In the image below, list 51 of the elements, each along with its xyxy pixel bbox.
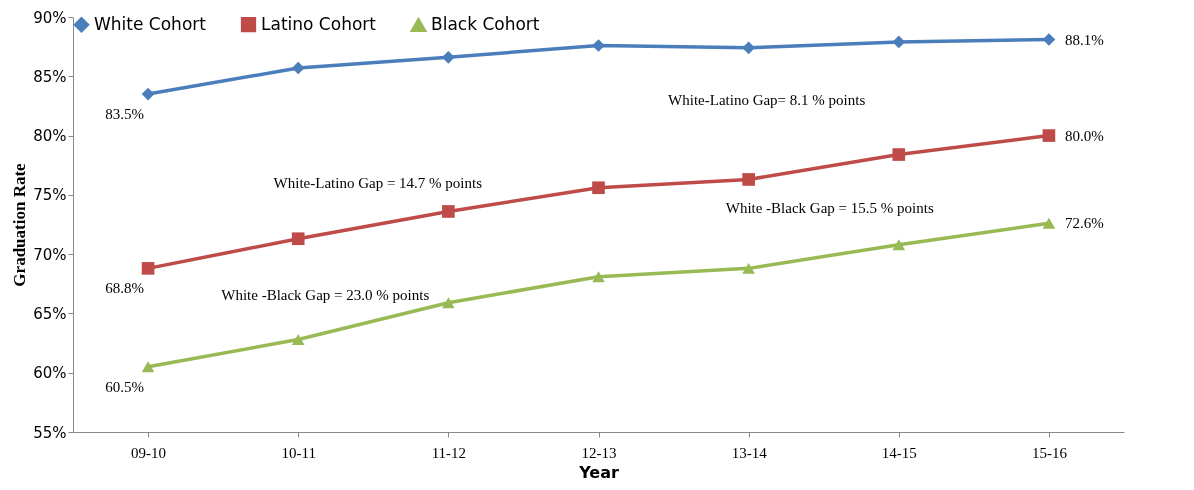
annotation: White-Latino Gap = 14.7 % points <box>273 175 483 191</box>
y-tick-label: 60% <box>33 364 67 383</box>
annotation: White -Black Gap = 23.0 % points <box>221 287 430 304</box>
x-axis-title: Year <box>578 462 619 482</box>
x-tick-label: 13-14 <box>731 444 768 461</box>
point <box>141 87 155 101</box>
y-tick-label: 55% <box>33 423 67 442</box>
data-label: 72.6% <box>1064 215 1104 232</box>
point <box>1042 129 1056 142</box>
x-tick-label: 12-13 <box>581 444 617 461</box>
point <box>291 61 305 75</box>
point <box>892 35 906 49</box>
point <box>742 41 755 55</box>
point <box>442 205 455 218</box>
point <box>442 50 455 64</box>
point <box>1042 217 1056 229</box>
data-label: 68.8% <box>105 280 145 297</box>
point <box>141 361 155 373</box>
point <box>742 173 755 186</box>
y-tick-label: 70% <box>33 245 67 264</box>
point <box>892 239 906 251</box>
x-tick-label: 10-11 <box>281 444 316 461</box>
data-label: 88.1% <box>1064 31 1104 48</box>
annotation: White-Latino Gap= 8.1 % points <box>668 92 866 108</box>
point <box>592 39 605 52</box>
legend-label: Latino Cohort <box>261 13 377 34</box>
point <box>141 262 155 275</box>
x-tick-label: 09-10 <box>131 444 167 461</box>
y-tick-label: 65% <box>33 304 67 323</box>
data-label: 80.0% <box>1064 127 1104 144</box>
y-tick-label: 85% <box>33 67 67 86</box>
y-tick-label: 75% <box>33 186 67 205</box>
point <box>291 232 305 246</box>
legend-label: White Cohort <box>94 13 207 34</box>
point <box>291 334 305 345</box>
y-axis-title: Graduation Rate <box>10 162 30 287</box>
point <box>592 271 605 283</box>
data-label: 60.5% <box>105 378 145 395</box>
x-tick-label: 14-15 <box>881 444 917 461</box>
point <box>742 262 755 274</box>
point <box>442 297 455 309</box>
point <box>592 181 605 195</box>
point <box>892 148 906 161</box>
annotation: White -Black Gap = 15.5 % points <box>725 199 934 216</box>
y-tick-label: 80% <box>33 127 67 146</box>
y-tick-label: 90% <box>33 8 67 27</box>
legend-label: Black Cohort <box>431 14 540 35</box>
x-tick-label: 11-12 <box>431 444 467 461</box>
x-tick-label: 15-16 <box>1031 444 1068 461</box>
data-label: 83.5% <box>105 106 145 123</box>
point <box>1042 33 1056 46</box>
